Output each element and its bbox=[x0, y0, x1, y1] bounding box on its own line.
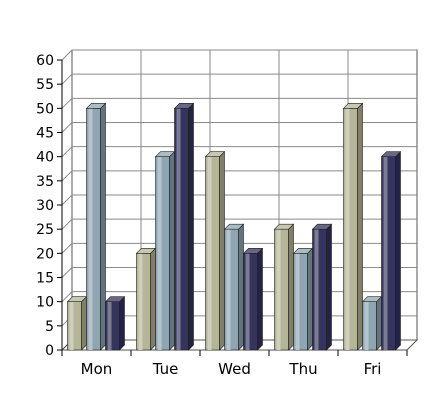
bar-highlight bbox=[138, 253, 143, 350]
gridline-y-side bbox=[61, 73, 73, 85]
bar-wed-3 bbox=[242, 247, 264, 351]
bar-top bbox=[173, 103, 195, 109]
bar-highlight bbox=[226, 229, 231, 350]
bar-highlight bbox=[383, 156, 388, 350]
y-tick-label: 45 bbox=[36, 126, 54, 142]
y-tick-label: 60 bbox=[36, 53, 54, 69]
bar-side bbox=[357, 102, 363, 351]
bar-fri-3 bbox=[380, 150, 402, 351]
gridline-y-side bbox=[61, 122, 73, 133]
bar-side bbox=[169, 150, 175, 351]
bar-top bbox=[85, 103, 107, 109]
bar-highlight bbox=[245, 253, 250, 350]
gridline-y-side bbox=[61, 170, 73, 182]
x-label-thu: Thu bbox=[288, 360, 317, 378]
y-tick-label: 10 bbox=[36, 295, 54, 311]
bar-thu-3 bbox=[311, 223, 333, 351]
bar-side bbox=[326, 223, 332, 351]
gridline-y-side bbox=[61, 291, 73, 303]
gridline-y-side bbox=[61, 267, 73, 278]
bar-highlight bbox=[157, 156, 162, 350]
bar-top bbox=[204, 151, 226, 157]
x-axis-category-labels: Mon Tue Wed Thu Fri bbox=[81, 360, 382, 378]
bar-side bbox=[219, 150, 225, 351]
bar-mon-1 bbox=[66, 295, 88, 351]
y-axis-tick-labels: 0 5 10 15 20 25 30 35 40 45 50 55 60 bbox=[36, 53, 54, 359]
bar-side bbox=[119, 295, 125, 351]
gridline-y-side bbox=[61, 146, 73, 158]
x-label-fri: Fri bbox=[364, 360, 382, 378]
bar-thu-2 bbox=[292, 247, 314, 351]
x-label-mon: Mon bbox=[81, 360, 113, 378]
bar-side bbox=[81, 295, 87, 351]
gridline-y-side bbox=[61, 242, 73, 254]
bar-top bbox=[223, 223, 245, 230]
y-tick-label: 15 bbox=[36, 271, 54, 287]
y-tick-label: 35 bbox=[36, 174, 54, 190]
bar-highlight bbox=[345, 108, 350, 350]
bar-top bbox=[342, 103, 364, 109]
bar-side bbox=[288, 223, 294, 351]
bar-thu-1 bbox=[273, 223, 295, 351]
bar-tue-1 bbox=[135, 247, 157, 351]
bar-fri-2 bbox=[361, 295, 383, 351]
bar-top bbox=[380, 151, 402, 157]
bar-top bbox=[311, 223, 333, 230]
y-tick-label: 5 bbox=[45, 319, 54, 335]
bar-top bbox=[273, 223, 295, 230]
y-tick-label: 40 bbox=[36, 150, 54, 166]
bar-side bbox=[257, 247, 263, 351]
bar-side bbox=[307, 247, 313, 351]
x-label-tue: Tue bbox=[152, 360, 179, 378]
bar-top bbox=[242, 248, 264, 254]
bar-wed-1 bbox=[204, 150, 226, 351]
bar-highlight bbox=[276, 229, 281, 350]
gridline-y-side bbox=[61, 97, 73, 109]
bar-highlight bbox=[295, 253, 300, 350]
bar-highlight bbox=[69, 301, 74, 350]
bar-side bbox=[238, 223, 244, 351]
bar-highlight bbox=[88, 108, 93, 350]
bar-highlight bbox=[176, 108, 181, 350]
bar-side bbox=[150, 247, 156, 351]
bar-side bbox=[100, 102, 106, 351]
gridline-y-side bbox=[61, 49, 73, 61]
y-tick-label: 55 bbox=[36, 77, 54, 93]
y-tick-label: 20 bbox=[36, 246, 54, 262]
bar-wed-2 bbox=[223, 223, 245, 351]
x-label-wed: Wed bbox=[218, 360, 251, 378]
y-tick-label: 30 bbox=[36, 198, 54, 214]
bar-top bbox=[104, 296, 126, 302]
gridline-y-side bbox=[61, 194, 73, 206]
bar-highlight bbox=[364, 301, 369, 350]
bar-side bbox=[188, 102, 194, 351]
y-tick-label: 25 bbox=[36, 222, 54, 238]
chart-bars bbox=[66, 102, 402, 351]
bar-side bbox=[376, 295, 382, 351]
y-tick-label: 50 bbox=[36, 101, 54, 117]
bar-tue-2 bbox=[154, 150, 176, 351]
bar-side bbox=[395, 150, 401, 351]
gridline-y-side bbox=[61, 218, 73, 230]
bar-highlight bbox=[107, 301, 112, 350]
bar-highlight bbox=[207, 156, 212, 350]
y-tick-label: 0 bbox=[45, 343, 54, 359]
bar-tue-3 bbox=[173, 102, 195, 351]
bar-mon-2 bbox=[85, 102, 107, 351]
bar-mon-3 bbox=[104, 295, 126, 351]
bar-fri-1 bbox=[342, 102, 364, 351]
bar-highlight bbox=[314, 229, 319, 350]
